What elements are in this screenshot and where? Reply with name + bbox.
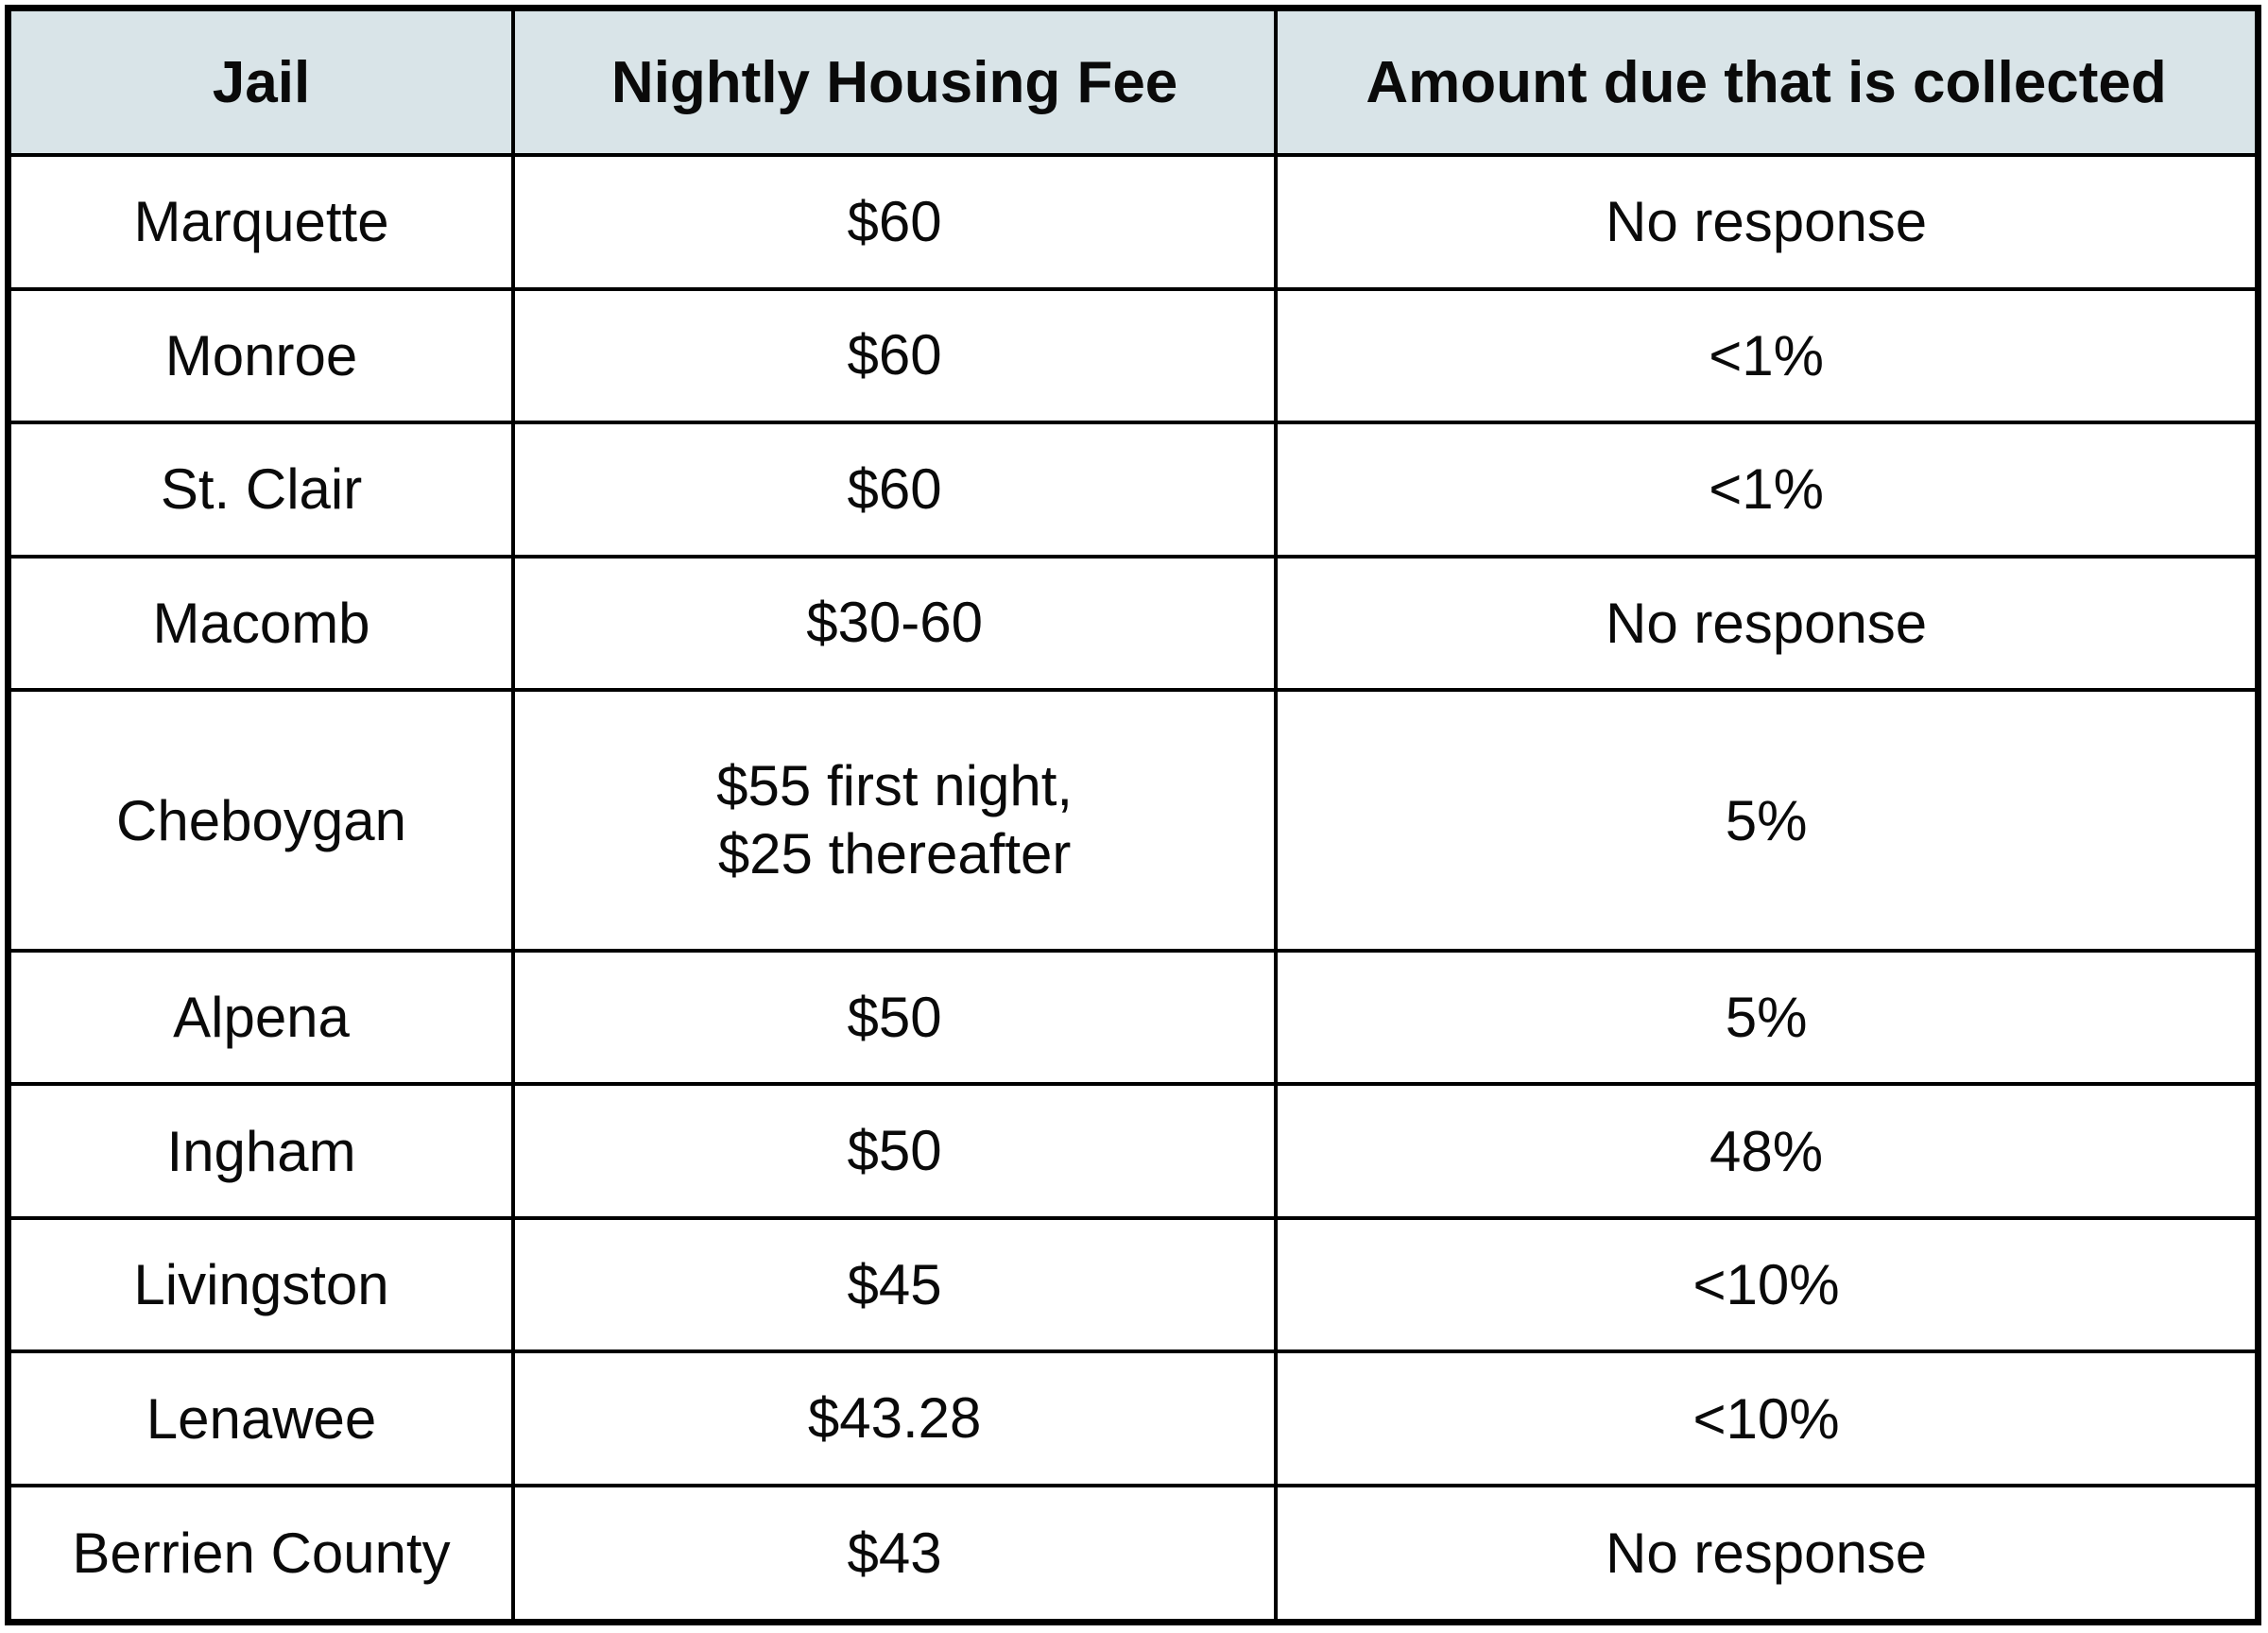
jail-housing-fee-table: Jail Nightly Housing Fee Amount due that… <box>5 5 2261 1625</box>
cell-jail: Berrien County <box>6 1484 516 1624</box>
cell-fee: $60 <box>511 421 1279 559</box>
cell-collected: <1% <box>1274 286 2260 425</box>
cell-fee: $60 <box>511 286 1279 425</box>
cell-jail: Marquette <box>6 153 516 291</box>
cell-jail: Livingston <box>6 1215 516 1354</box>
table-row: St. Clair $60 <1% <box>6 421 2260 559</box>
cell-jail: Cheboygan <box>6 688 516 953</box>
cell-fee: $45 <box>511 1215 1279 1354</box>
cell-fee: $60 <box>511 153 1279 291</box>
cell-fee: $43 <box>511 1484 1279 1624</box>
cell-jail: St. Clair <box>6 421 516 559</box>
column-header-amount-collected: Amount due that is collected <box>1274 6 2260 157</box>
cell-collected: 5% <box>1274 688 2260 953</box>
cell-collected: No response <box>1274 153 2260 291</box>
cell-jail: Lenawee <box>6 1349 516 1488</box>
table-body: Marquette $60 No response Monroe $60 <1%… <box>6 153 2260 1624</box>
cell-fee: $30-60 <box>511 554 1279 693</box>
cell-fee: $43.28 <box>511 1349 1279 1488</box>
cell-collected: No response <box>1274 1484 2260 1624</box>
cell-collected: <10% <box>1274 1215 2260 1354</box>
table-row: Cheboygan $55 first night, $25 thereafte… <box>6 688 2260 953</box>
cell-collected: 5% <box>1274 948 2260 1087</box>
table-row: Alpena $50 5% <box>6 948 2260 1087</box>
table-row: Livingston $45 <10% <box>6 1215 2260 1354</box>
cell-jail: Monroe <box>6 286 516 425</box>
column-header-nightly-housing-fee: Nightly Housing Fee <box>511 6 1279 157</box>
cell-collected: <10% <box>1274 1349 2260 1488</box>
cell-collected: 48% <box>1274 1082 2260 1220</box>
table-row: Macomb $30-60 No response <box>6 554 2260 693</box>
header-row: Jail Nightly Housing Fee Amount due that… <box>6 6 2260 157</box>
cell-jail: Macomb <box>6 554 516 693</box>
table-header: Jail Nightly Housing Fee Amount due that… <box>6 6 2260 157</box>
cell-jail: Alpena <box>6 948 516 1087</box>
cell-collected: <1% <box>1274 421 2260 559</box>
table-row: Berrien County $43 No response <box>6 1484 2260 1624</box>
table-row: Monroe $60 <1% <box>6 286 2260 425</box>
cell-fee: $50 <box>511 948 1279 1087</box>
table-row: Ingham $50 48% <box>6 1082 2260 1220</box>
table-row: Marquette $60 No response <box>6 153 2260 291</box>
cell-jail: Ingham <box>6 1082 516 1220</box>
cell-collected: No response <box>1274 554 2260 693</box>
column-header-jail: Jail <box>6 6 516 157</box>
cell-fee: $55 first night, $25 thereafter <box>511 688 1279 953</box>
cell-fee: $50 <box>511 1082 1279 1220</box>
table-row: Lenawee $43.28 <10% <box>6 1349 2260 1488</box>
